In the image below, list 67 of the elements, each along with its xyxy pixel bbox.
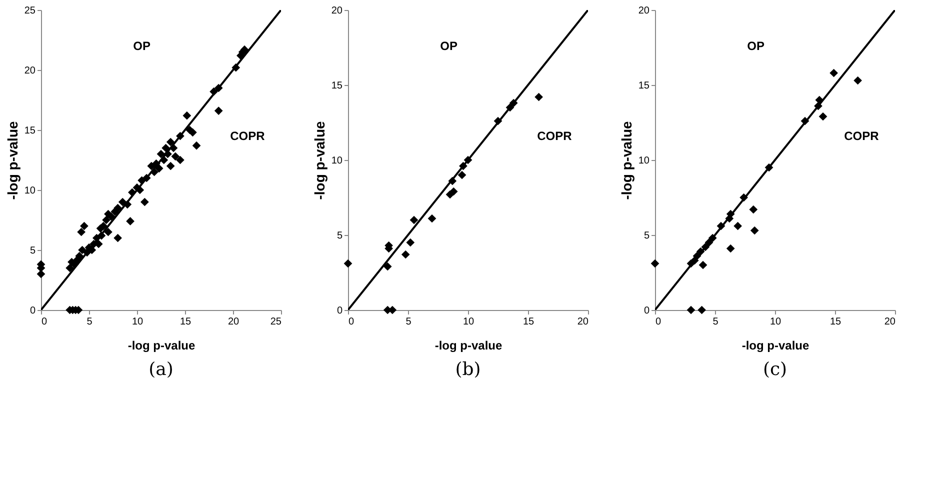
y-tick-label: 5 (644, 230, 650, 242)
x-tick-label: 20 (228, 316, 240, 328)
point (344, 259, 352, 268)
x-tick-label: 15 (522, 316, 534, 328)
annotation: OP (440, 39, 458, 53)
y-tick-label: 0 (30, 306, 36, 316)
annotation: COPR (537, 129, 572, 143)
point (726, 244, 735, 253)
y-tick-label: 10 (24, 186, 36, 196)
x-tick-label: 20 (884, 316, 896, 328)
point (458, 170, 466, 180)
x-tick-label: 5 (86, 316, 93, 328)
text: (a) (148, 359, 174, 380)
y-axis-title: -log p-value (618, 121, 634, 200)
point (830, 68, 838, 78)
y-tick-label: 20 (331, 6, 343, 16)
x-tick-label: 15 (830, 316, 842, 328)
y-tick-label: 5 (336, 230, 343, 242)
annotation: OP (133, 39, 150, 53)
x-tick-label: 25 (270, 316, 282, 328)
point (698, 306, 706, 314)
y-tick-label: 10 (331, 156, 343, 166)
text: (c) (762, 359, 788, 380)
y-tick-label: 20 (638, 6, 650, 16)
x-axis-title: -log p-value (742, 338, 810, 352)
point (734, 222, 742, 230)
point (650, 259, 660, 268)
x-tick-label: 20 (577, 316, 589, 328)
annotation: COPR (844, 129, 880, 143)
text: (b) (455, 359, 481, 380)
point (410, 216, 418, 224)
x-tick-label: 10 (770, 316, 782, 328)
point (383, 262, 392, 271)
y-tick-label: 0 (336, 306, 343, 316)
annotation: OP (747, 39, 764, 53)
point (818, 112, 828, 121)
y-tick-label: 20 (24, 66, 36, 76)
y-tick-label: 15 (24, 126, 36, 136)
y-tick-label: 15 (638, 80, 650, 92)
point (686, 306, 696, 314)
x-tick-label: 5 (406, 316, 412, 328)
point (406, 238, 415, 247)
y-axis-title: -log p-value (4, 121, 20, 200)
x-tick-label: 5 (712, 316, 719, 328)
point (428, 214, 436, 223)
point (449, 187, 458, 196)
x-tick-label: 15 (180, 316, 192, 328)
x-tick-label: 0 (42, 316, 48, 328)
point (750, 226, 759, 235)
y-tick-label: 0 (644, 306, 650, 316)
y-tick-label: 25 (24, 6, 36, 16)
annotation: COPR (230, 129, 266, 143)
x-axis-title: -log p-value (434, 338, 502, 352)
y-tick-label: 10 (638, 156, 650, 166)
x-axis-title: -log p-value (128, 338, 196, 352)
x-tick-label: 0 (348, 316, 354, 328)
point (854, 76, 862, 85)
y-tick-label: 15 (331, 80, 343, 92)
point (749, 205, 758, 214)
x-tick-label: 10 (462, 316, 474, 328)
x-tick-label: 10 (132, 316, 144, 328)
y-axis-title: -log p-value (311, 121, 328, 200)
point (401, 250, 410, 259)
y-tick-label: 5 (30, 246, 36, 256)
point (698, 260, 708, 270)
point (534, 92, 543, 102)
x-tick-label: 0 (656, 316, 662, 328)
